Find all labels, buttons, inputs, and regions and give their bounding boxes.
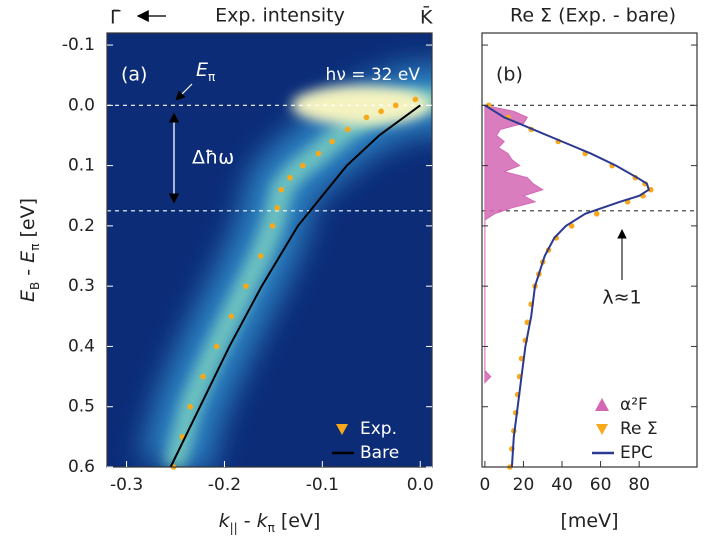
text-part: ||: [230, 521, 238, 535]
gap-label: Δħω: [192, 147, 234, 169]
data-point: [524, 319, 531, 326]
photon-energy: hν = 32 eV: [326, 65, 421, 85]
panel-title: Re Σ (Exp. - bare): [510, 5, 676, 27]
x-tick-label: 20: [513, 475, 535, 495]
text-part: E: [17, 251, 39, 263]
data-point: [568, 223, 575, 229]
legend-label: Bare: [360, 443, 399, 463]
legend-label: Re Σ: [620, 419, 658, 439]
coupling-label: λ≈1: [602, 287, 641, 309]
x-tick-label: 40: [551, 475, 573, 495]
y-tick-label: 0.3: [68, 276, 95, 296]
text-part: π: [208, 70, 215, 84]
energy-label: Eπ: [196, 59, 215, 84]
data-line: [484, 104, 650, 468]
x-axis-label: [meV]: [560, 510, 618, 532]
text-part: [eV]: [275, 510, 321, 532]
x-tick-label: 60: [590, 475, 612, 495]
x-tick-label: 0.0: [407, 475, 434, 495]
data-point: [412, 96, 419, 103]
legend-label: Exp.: [360, 419, 397, 439]
x-tick-label: -0.2: [208, 475, 241, 495]
plot-frame: [481, 32, 698, 468]
text-part: k: [257, 510, 269, 532]
text-part: k: [219, 510, 231, 532]
y-axis-label: EB - Eπ [eV]: [17, 198, 42, 302]
data-point: [299, 162, 306, 169]
y-tick-label: 0.6: [68, 457, 95, 477]
data-point: [363, 114, 370, 121]
direction-label: Γ̄: [110, 7, 121, 29]
y-tick-label: 0.0: [68, 95, 95, 115]
text-part: [eV]: [17, 198, 39, 244]
data-point: [187, 403, 194, 410]
energy-pointer: [175, 83, 193, 101]
y-tick-label: 0.4: [68, 336, 95, 356]
legend-swatch: [596, 424, 608, 435]
data-area: [484, 104, 544, 385]
legend-label: α²F: [620, 395, 648, 415]
x-tick-label: 0: [479, 475, 490, 495]
y-tick-label: -0.1: [62, 35, 95, 55]
legend-label: EPC: [620, 443, 653, 463]
x-tick-label: -0.3: [110, 475, 143, 495]
text-part: E: [196, 59, 208, 81]
y-tick-label: 0.1: [68, 156, 95, 176]
text-part: B: [28, 282, 42, 290]
data-point: [257, 253, 264, 259]
direction-label: K̄: [420, 4, 433, 28]
data-point: [593, 211, 600, 217]
data-point: [287, 174, 293, 181]
data-point: [269, 223, 276, 229]
panel-label: (b): [496, 64, 523, 86]
data-point: [274, 205, 281, 211]
data-point: [200, 373, 206, 380]
x-tick-label: 80: [628, 475, 650, 495]
x-axis-label: k|| - kπ [eV]: [219, 510, 321, 535]
intensity-peak: [291, 85, 432, 126]
panel-label: (a): [121, 64, 147, 86]
data-point: [228, 313, 235, 320]
text-part: π: [268, 521, 275, 535]
legend-swatch: [336, 424, 348, 435]
legend-swatch: [595, 398, 609, 411]
text-part: -: [238, 510, 257, 532]
plot-frame: [106, 32, 433, 468]
data-point: [329, 138, 335, 145]
data-point: [315, 150, 322, 157]
data-point: [243, 283, 249, 289]
y-tick-label: 0.5: [68, 397, 95, 417]
text-part: -: [17, 263, 39, 282]
data-point: [392, 102, 399, 109]
data-point: [345, 126, 351, 133]
text-part: [meV]: [560, 510, 618, 532]
data-line: [169, 104, 421, 468]
data-point: [278, 186, 285, 193]
text-part: E: [17, 290, 39, 302]
data-point: [378, 108, 384, 115]
data-point: [213, 343, 220, 350]
y-tick-label: 0.2: [68, 216, 95, 236]
x-tick-label: -0.1: [306, 475, 339, 495]
text-part: π: [28, 244, 42, 251]
panel-title: Exp. intensity: [215, 5, 345, 27]
